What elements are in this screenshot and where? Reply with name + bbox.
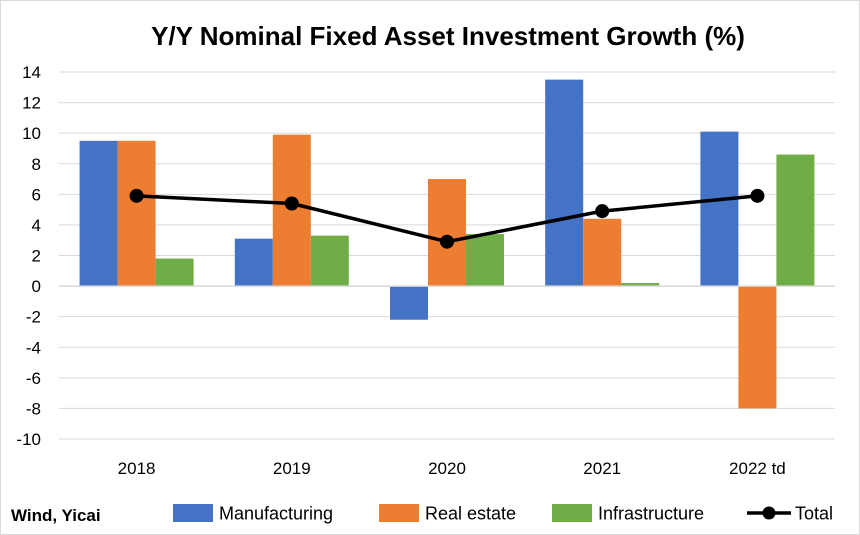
x-tick-label: 2022 td xyxy=(729,459,786,478)
y-tick-label: 0 xyxy=(32,277,41,296)
bar-manufacturing xyxy=(545,79,584,287)
legend-label: Manufacturing xyxy=(219,504,333,524)
x-tick-label: 2018 xyxy=(118,459,156,478)
total-point xyxy=(284,196,299,211)
y-tick-label: -4 xyxy=(26,338,41,357)
total-point xyxy=(129,188,144,203)
bar-infrastructure xyxy=(776,154,815,287)
legend-swatch-total-marker xyxy=(762,506,776,520)
legend-label: Real estate xyxy=(425,504,516,524)
y-tick-label: 6 xyxy=(32,185,41,204)
y-tick-label: 8 xyxy=(32,155,41,174)
legend-label: Infrastructure xyxy=(598,504,704,524)
y-tick-label: 14 xyxy=(22,63,41,82)
y-tick-label: 12 xyxy=(22,94,41,113)
y-axis: 14 12 10 8 6 4 2 0 -2 -4 -6 -8 -10 xyxy=(16,63,41,449)
source-note: Wind, Yicai xyxy=(11,506,101,525)
bar-real-estate xyxy=(583,218,622,287)
x-tick-label: 2019 xyxy=(273,459,311,478)
chart-title: Y/Y Nominal Fixed Asset Investment Growt… xyxy=(151,21,745,51)
legend: Manufacturing Real estate Infrastructure To… xyxy=(173,504,833,524)
legend-swatch-infrastructure xyxy=(552,504,592,522)
bars xyxy=(79,79,815,409)
bar-manufacturing xyxy=(700,131,739,287)
y-tick-label: 2 xyxy=(32,247,41,266)
total-point xyxy=(750,188,765,203)
bar-infrastructure xyxy=(310,235,349,287)
y-tick-label: -2 xyxy=(26,308,41,327)
bar-manufacturing xyxy=(79,140,118,287)
bar-real-estate xyxy=(117,140,156,287)
bar-manufacturing xyxy=(390,286,428,320)
bar-infrastructure xyxy=(621,283,660,287)
bar-real-estate xyxy=(738,286,777,409)
y-tick-label: -10 xyxy=(16,430,41,449)
total-line-series xyxy=(129,188,765,249)
y-tick-label: 4 xyxy=(32,216,41,235)
y-tick-label: 10 xyxy=(22,124,41,143)
y-tick-label: -8 xyxy=(26,399,41,418)
legend-label: Total xyxy=(795,504,833,524)
x-tick-label: 2021 xyxy=(583,459,621,478)
x-axis: 2018 2019 2020 2021 2022 td xyxy=(118,459,786,478)
total-point xyxy=(595,204,610,219)
bar-infrastructure xyxy=(155,258,194,287)
legend-swatch-real-estate xyxy=(379,504,419,522)
y-tick-label: -6 xyxy=(26,369,41,388)
bar-infrastructure xyxy=(466,234,504,287)
x-tick-label: 2020 xyxy=(428,459,466,478)
bar-real-estate xyxy=(428,179,466,287)
bar-manufacturing xyxy=(234,238,273,287)
total-point xyxy=(440,234,454,249)
legend-swatch-manufacturing xyxy=(173,504,213,522)
